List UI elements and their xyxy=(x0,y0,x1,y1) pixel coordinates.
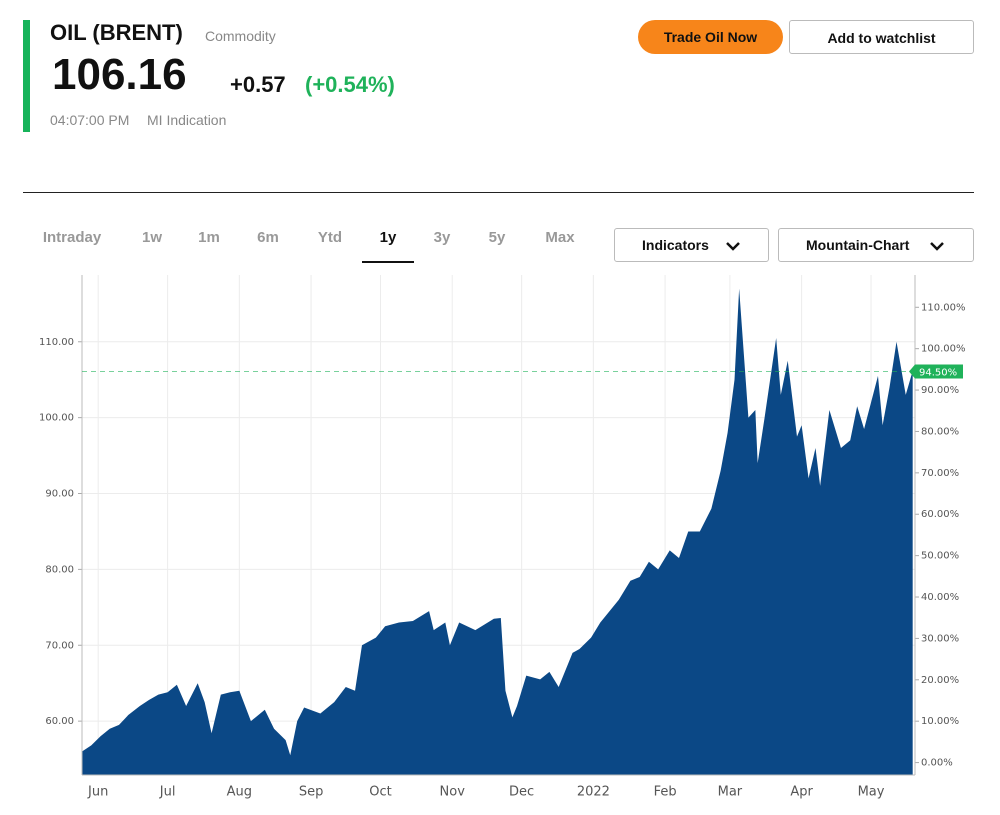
x-tick-label: Sep xyxy=(299,785,324,800)
x-tick-label: Jul xyxy=(159,785,176,800)
y2-tick-label: 50.00% xyxy=(921,551,959,562)
chart-type-dropdown[interactable]: Mountain-Chart xyxy=(778,228,974,262)
y-tick-label: 90.00 xyxy=(45,489,74,500)
current-badge xyxy=(909,364,963,379)
tab[interactable]: Ytd xyxy=(317,229,343,246)
y2-tick-label: 10.00% xyxy=(921,716,959,727)
y2-tick-label: 100.00% xyxy=(921,344,966,355)
tab[interactable]: Intraday xyxy=(42,229,102,246)
accent-bar xyxy=(23,20,30,132)
y-tick-label: 70.00 xyxy=(45,640,74,651)
tab[interactable]: 1m xyxy=(198,229,220,246)
y-tick-label: 60.00 xyxy=(45,716,74,727)
tab[interactable]: 3y xyxy=(433,229,451,246)
area xyxy=(82,288,913,775)
y2-tick-label: 60.00% xyxy=(921,509,959,520)
y2-tick-label: 80.00% xyxy=(921,426,959,437)
time: 04:07:00 PM xyxy=(50,112,130,128)
x-tick-label: Feb xyxy=(654,785,677,800)
y2-tick-label: 40.00% xyxy=(921,592,959,603)
chevron xyxy=(930,242,944,251)
indicators-dropdown[interactable]: Indicators xyxy=(614,228,769,262)
change: +0.57 xyxy=(230,72,286,97)
x-tick-label: Apr xyxy=(790,785,813,800)
divider xyxy=(23,192,974,193)
y2-tick-label: 30.00% xyxy=(921,633,959,644)
price: 106.16 xyxy=(52,50,187,99)
y2-tick-label: 90.00% xyxy=(921,385,959,396)
tab[interactable]: 1y xyxy=(379,229,397,246)
y2-tick-label: 110.00% xyxy=(921,302,966,313)
x-tick-label: Aug xyxy=(227,785,252,800)
tab[interactable]: 5y xyxy=(488,229,506,246)
y2-tick-label: 20.00% xyxy=(921,675,959,686)
watchlist-button[interactable]: Add to watchlist xyxy=(789,20,974,54)
x-tick-label: Nov xyxy=(440,785,466,800)
y-tick-label: 110.00 xyxy=(39,337,74,348)
subtitle: Commodity xyxy=(205,28,276,44)
dropdown-label: Indicators xyxy=(642,237,709,253)
trade-button[interactable]: Trade Oil Now xyxy=(638,20,783,54)
change-pct: (+0.54%) xyxy=(305,72,395,97)
x-tick-label: 2022 xyxy=(577,785,610,800)
x-tick-label: May xyxy=(858,785,885,800)
y2-tick-label: 0.00% xyxy=(921,758,953,769)
x-tick-label: Jun xyxy=(87,785,108,800)
tab-underline xyxy=(362,261,414,263)
current-label: 94.50% xyxy=(919,367,957,378)
x-tick-label: Oct xyxy=(369,785,391,800)
y-tick-label: 100.00 xyxy=(39,413,74,424)
chevron xyxy=(726,242,740,251)
tab[interactable]: Max xyxy=(545,229,575,246)
dropdown-label: Mountain-Chart xyxy=(806,237,910,253)
tab[interactable]: 6m xyxy=(257,229,279,246)
title: OIL (BRENT) xyxy=(50,20,183,45)
y2-tick-label: 70.00% xyxy=(921,468,959,479)
source: MI Indication xyxy=(147,112,227,128)
tab[interactable]: 1w xyxy=(141,229,162,246)
x-tick-label: Mar xyxy=(718,785,743,800)
x-tick-label: Dec xyxy=(509,785,534,800)
y-tick-label: 80.00 xyxy=(45,564,74,575)
